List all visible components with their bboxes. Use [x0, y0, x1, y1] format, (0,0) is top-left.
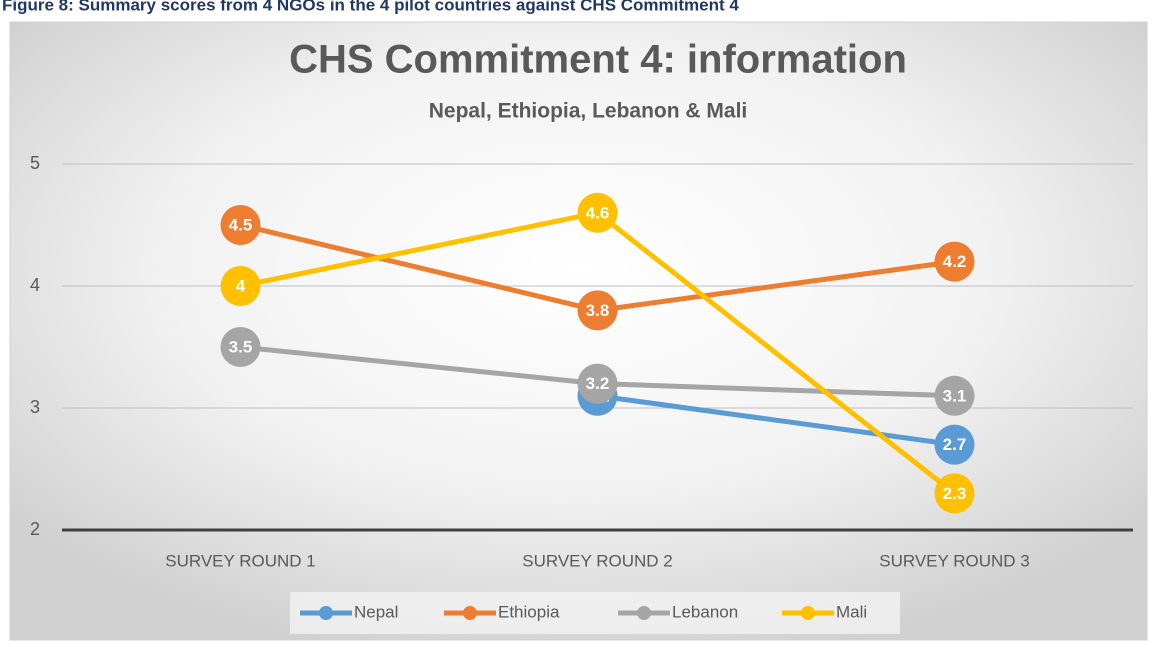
point — [934, 473, 975, 514]
point — [220, 327, 261, 367]
point — [577, 290, 618, 331]
chart-area — [9, 21, 1148, 641]
y-tick-label: 2 — [30, 519, 40, 539]
x-tick-label: SURVEY ROUND 1 — [165, 551, 316, 570]
data-label: 2.3 — [943, 484, 967, 503]
point — [220, 205, 261, 245]
x-tick-label: SURVEY ROUND 2 — [522, 551, 673, 570]
y-tick-label: 5 — [30, 153, 40, 173]
data-label: 4 — [236, 276, 246, 295]
legend-label: Ethiopia — [498, 602, 560, 621]
legend-marker — [637, 606, 651, 620]
legend-marker — [801, 606, 815, 620]
data-label: 3.5 — [229, 337, 253, 356]
point — [577, 363, 618, 404]
x-tick-label: SURVEY ROUND 3 — [879, 551, 1030, 570]
legend-marker — [463, 606, 477, 620]
point — [577, 192, 618, 233]
legend-label: Nepal — [354, 602, 398, 621]
data-label: 3.8 — [586, 301, 610, 320]
data-label: 3.1 — [943, 386, 967, 405]
point — [220, 266, 261, 306]
y-tick-label: 4 — [30, 275, 40, 295]
point — [934, 241, 975, 282]
y-tick-label: 3 — [30, 397, 40, 417]
legend-label: Lebanon — [672, 602, 738, 621]
data-label: 4.2 — [943, 252, 967, 271]
series-line — [597, 393, 955, 448]
point — [934, 424, 975, 465]
data-label: 2.7 — [943, 435, 967, 454]
legend-marker — [319, 606, 333, 620]
data-label: 4.5 — [229, 215, 253, 234]
chart-title: CHS Commitment 4: information — [289, 38, 907, 82]
data-label: 4.6 — [586, 203, 610, 222]
chart-subtitle: Nepal, Ethiopia, Lebanon & Mali — [429, 100, 748, 123]
caption: Figure 8: Summary scores from 4 NGOs in … — [2, 0, 739, 14]
legend-label: Mali — [836, 602, 867, 621]
data-label: 3.2 — [586, 374, 610, 393]
point — [934, 375, 975, 416]
